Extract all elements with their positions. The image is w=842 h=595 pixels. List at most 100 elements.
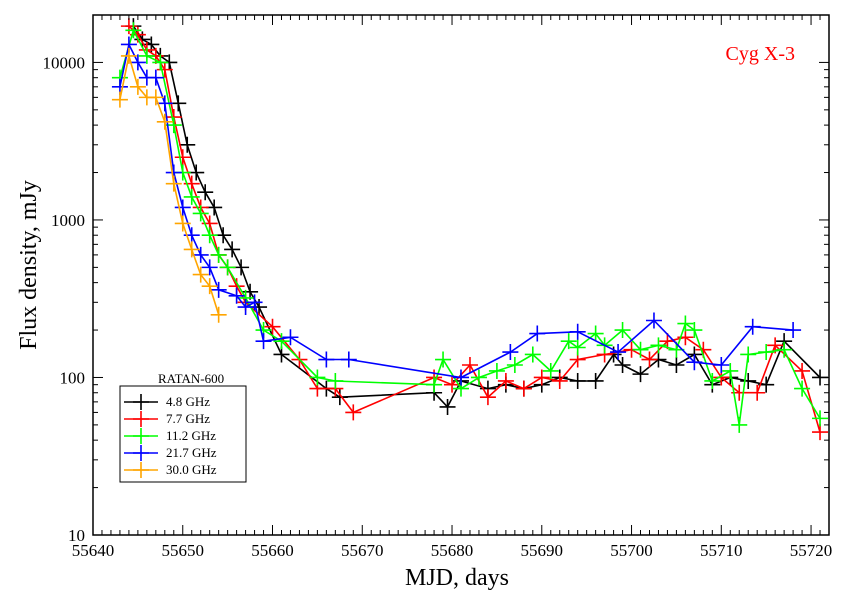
x-tick-label: 55690 (521, 541, 564, 560)
data-point (174, 199, 191, 216)
data-point (192, 266, 209, 283)
data-point (206, 199, 223, 216)
legend-label: 30.0 GHz (166, 462, 217, 477)
data-point (138, 47, 155, 64)
legend-label: 4.8 GHz (166, 394, 210, 409)
data-point (156, 95, 173, 112)
series-line (119, 28, 821, 426)
data-point (453, 369, 469, 386)
data-point (744, 318, 761, 335)
data-point (444, 376, 461, 393)
x-tick-label: 55720 (790, 541, 833, 560)
series-21-7-ghz (111, 36, 802, 386)
data-point (179, 136, 196, 153)
legend-items: 4.8 GHz 7.7 GHz 11.2 GHz 21.7 GHz 30.0 GHz (124, 394, 217, 478)
data-point (479, 389, 496, 406)
series-line (119, 55, 220, 316)
data-point (794, 380, 811, 397)
legend-entry: 30.0 GHz (124, 462, 217, 478)
legend-marker (133, 462, 149, 478)
data-point (488, 362, 505, 379)
x-ticks: 55640 55650 55660 55670 55680 55690 55700 55710… (72, 15, 833, 560)
data-layer (111, 18, 829, 441)
data-point (201, 278, 218, 295)
data-point (632, 341, 649, 358)
data-point (170, 95, 187, 112)
legend-marker (133, 428, 149, 444)
data-point (165, 117, 182, 134)
data-point (174, 215, 191, 232)
legend-label: 7.7 GHz (166, 411, 210, 426)
data-point (192, 205, 209, 222)
data-point (282, 329, 299, 346)
x-tick-label: 55670 (341, 541, 384, 560)
data-point (210, 246, 227, 263)
y-axis-title: Flux density, mJy (16, 180, 42, 350)
data-point (713, 357, 730, 373)
data-point (632, 366, 649, 383)
data-point (785, 322, 802, 339)
data-point (551, 372, 568, 389)
data-point (542, 362, 559, 379)
series-line (128, 25, 821, 433)
chart-annotation: Cyg X-3 (726, 43, 795, 65)
data-point (165, 175, 182, 192)
data-point (129, 78, 146, 95)
data-point (686, 354, 703, 371)
y-tick-label: 100 (60, 368, 86, 387)
data-point (156, 61, 173, 78)
data-point (210, 281, 227, 298)
data-point (722, 362, 739, 379)
data-point (645, 312, 662, 329)
data-point (569, 323, 586, 340)
series-11-2-ghz (111, 22, 829, 433)
data-point (587, 372, 604, 389)
data-point (129, 54, 146, 71)
data-point (812, 424, 829, 441)
y-tick-label: 10 (68, 526, 85, 545)
legend-label: 11.2 GHz (166, 428, 216, 443)
data-point (201, 227, 218, 244)
data-point (533, 369, 550, 386)
legend-entry: 7.7 GHz (124, 411, 210, 427)
data-point (515, 380, 532, 397)
series-4-8-ghz (125, 18, 829, 415)
data-point (524, 346, 541, 363)
data-point (758, 344, 775, 361)
legend-marker (133, 394, 149, 410)
data-point (183, 241, 200, 258)
data-point (309, 369, 326, 386)
data-point (197, 184, 214, 201)
data-point (111, 91, 128, 108)
data-point (497, 372, 514, 389)
legend-entry: 4.8 GHz (124, 394, 210, 410)
data-point (345, 404, 362, 421)
data-point (435, 351, 452, 368)
legend-marker (133, 411, 149, 427)
data-point (529, 325, 546, 342)
data-point (255, 333, 272, 350)
data-point (587, 325, 604, 342)
y-ticks: 10 100 1000 10000 (43, 14, 829, 545)
data-point (776, 341, 793, 358)
legend-entry: 11.2 GHz (124, 428, 216, 444)
data-point (273, 333, 290, 350)
data-point (264, 318, 281, 335)
data-point (152, 54, 169, 71)
x-axis-title: MJD, days (405, 565, 509, 591)
data-point (731, 416, 748, 433)
y-tick-label: 10000 (43, 53, 86, 72)
data-point (614, 322, 631, 339)
y-tick-label: 1000 (51, 211, 85, 230)
data-point (201, 259, 218, 276)
data-point (641, 351, 658, 368)
data-point (668, 357, 685, 373)
data-point (439, 398, 456, 415)
x-tick-label: 55700 (610, 541, 653, 560)
data-point (219, 259, 236, 276)
data-point (192, 246, 209, 263)
data-point (174, 149, 191, 166)
data-point (156, 113, 173, 130)
data-point (246, 294, 263, 311)
